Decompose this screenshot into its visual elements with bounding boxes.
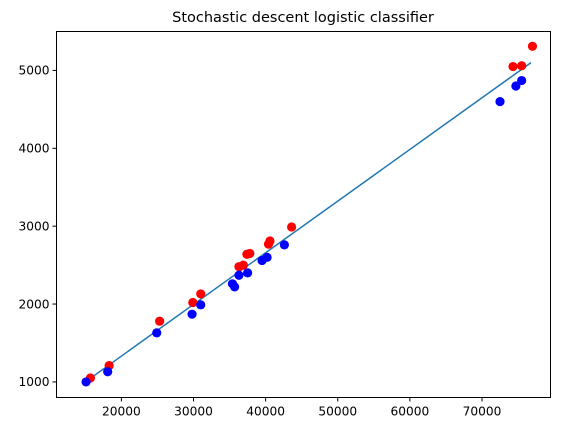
y-tick-label: 2000 [18, 297, 49, 311]
x-tick-label: 20000 [102, 405, 141, 419]
x-tick-label: 50000 [318, 405, 357, 419]
axes-frame [56, 31, 551, 398]
x-axis: 20000 30000 40000 50000 60000 70000 [102, 397, 502, 419]
scatter-point-s1-10 [262, 252, 272, 262]
scatter-point-s0-6 [238, 260, 248, 270]
x-tick-label: 70000 [463, 405, 502, 419]
scatter-point-s1-11 [279, 240, 289, 250]
x-tick-label: 40000 [246, 405, 285, 419]
scatter-point-s0-2 [155, 316, 165, 326]
scatter-point-s1-7 [234, 270, 244, 280]
scatter-point-s1-8 [243, 268, 253, 278]
scatter-point-s0-10 [265, 236, 275, 246]
y-tick-label: 5000 [18, 64, 49, 78]
scatter-point-s0-11 [287, 222, 297, 232]
scatter-point-s1-4 [196, 300, 206, 310]
scatter-point-s1-2 [152, 328, 162, 338]
scatter-point-s1-13 [511, 81, 521, 91]
scatter-point-s1-3 [187, 309, 197, 319]
scatter-point-s0-14 [527, 41, 538, 51]
x-tick-label: 30000 [174, 405, 213, 419]
y-tick-label: 4000 [18, 142, 49, 156]
plot-area [81, 41, 538, 387]
scatter-point-s0-13 [517, 61, 527, 71]
scatter-point-s0-8 [245, 248, 255, 259]
scatter-point-s1-6 [230, 282, 240, 292]
fit-line [84, 62, 532, 383]
scatter-point-s1-12 [495, 96, 505, 107]
y-tick-label: 3000 [18, 219, 49, 233]
y-axis: 1000 2000 3000 4000 5000 [18, 64, 57, 389]
scatter-point-s1-1 [103, 367, 113, 377]
scatter-point-s1-14 [517, 75, 527, 86]
scatter-point-s0-3 [188, 297, 198, 308]
scatter-point-s0-4 [196, 289, 206, 299]
scatter-point-s0-12 [508, 61, 518, 72]
chart-title: Stochastic descent logistic classifier [172, 10, 434, 26]
x-tick-label: 60000 [390, 405, 429, 419]
y-tick-label: 1000 [18, 375, 49, 389]
scatter-point-s1-0 [81, 377, 91, 387]
